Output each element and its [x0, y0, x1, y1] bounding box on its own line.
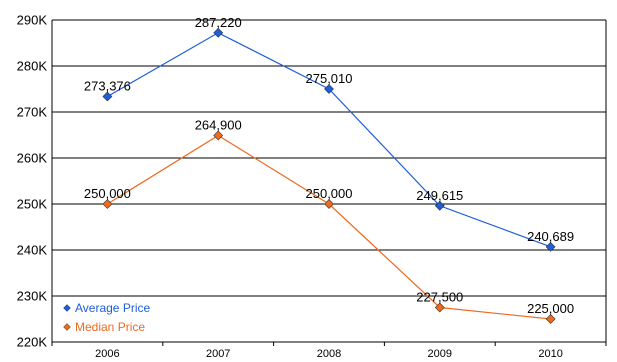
data-point-marker	[434, 200, 445, 211]
legend-marker-icon	[63, 304, 71, 312]
data-label: 250,000	[306, 186, 353, 201]
data-labels: 273,376 287,220 275,010 249,615 240,689 250,0…	[84, 15, 574, 316]
data-point-marker	[102, 91, 113, 102]
y-axis-tick-labels: 220K 230K 240K 250K 260K 270K 280K 290K	[17, 13, 48, 350]
data-point-marker	[545, 241, 556, 252]
data-label: 275,010	[306, 71, 353, 86]
y-tick-label: 240K	[17, 243, 48, 258]
y-tick-label: 270K	[17, 105, 48, 120]
data-point-marker	[213, 130, 224, 141]
legend-marker-icon	[63, 323, 71, 331]
data-label: 249,615	[416, 188, 463, 203]
y-tick-label: 290K	[17, 13, 48, 28]
y-tick-label: 220K	[17, 335, 48, 350]
axes	[51, 20, 607, 346]
y-tick-label: 280K	[17, 59, 48, 74]
legend-box	[60, 298, 178, 336]
legend: Average Price Median Price	[60, 298, 178, 336]
data-point-marker	[324, 84, 334, 94]
data-series	[102, 27, 556, 324]
x-tick-label: 2008	[317, 348, 341, 360]
series-line	[107, 134, 551, 320]
series-median-price	[102, 130, 556, 324]
data-label: 240,689	[527, 229, 574, 244]
data-point-marker	[434, 302, 445, 313]
x-tick-label: 2007	[206, 348, 230, 360]
gridlines	[52, 19, 606, 343]
data-point-marker	[545, 314, 556, 324]
x-axis-tick-labels: 2006 2007 2008 2009 2010	[95, 348, 563, 360]
data-point-marker	[102, 199, 113, 209]
data-point-marker	[213, 27, 224, 38]
x-tick-label: 2006	[95, 348, 119, 360]
data-label: 273,376	[84, 78, 131, 93]
y-tick-label: 260K	[17, 151, 48, 166]
data-point-marker	[324, 199, 334, 209]
data-label: 227,500	[416, 290, 463, 305]
x-tick-label: 2010	[538, 348, 562, 360]
y-tick-label: 250K	[17, 197, 48, 212]
legend-label: Median Price	[75, 320, 145, 334]
legend-label: Average Price	[75, 301, 150, 315]
series-line	[107, 32, 551, 248]
data-label: 250,000	[84, 186, 131, 201]
data-label: 264,900	[195, 117, 242, 132]
y-tick-label: 230K	[17, 289, 48, 304]
x-tick-label: 2009	[428, 348, 452, 360]
series-average-price	[102, 27, 556, 252]
data-label: 225,000	[527, 301, 574, 316]
data-label: 287,220	[195, 15, 242, 30]
